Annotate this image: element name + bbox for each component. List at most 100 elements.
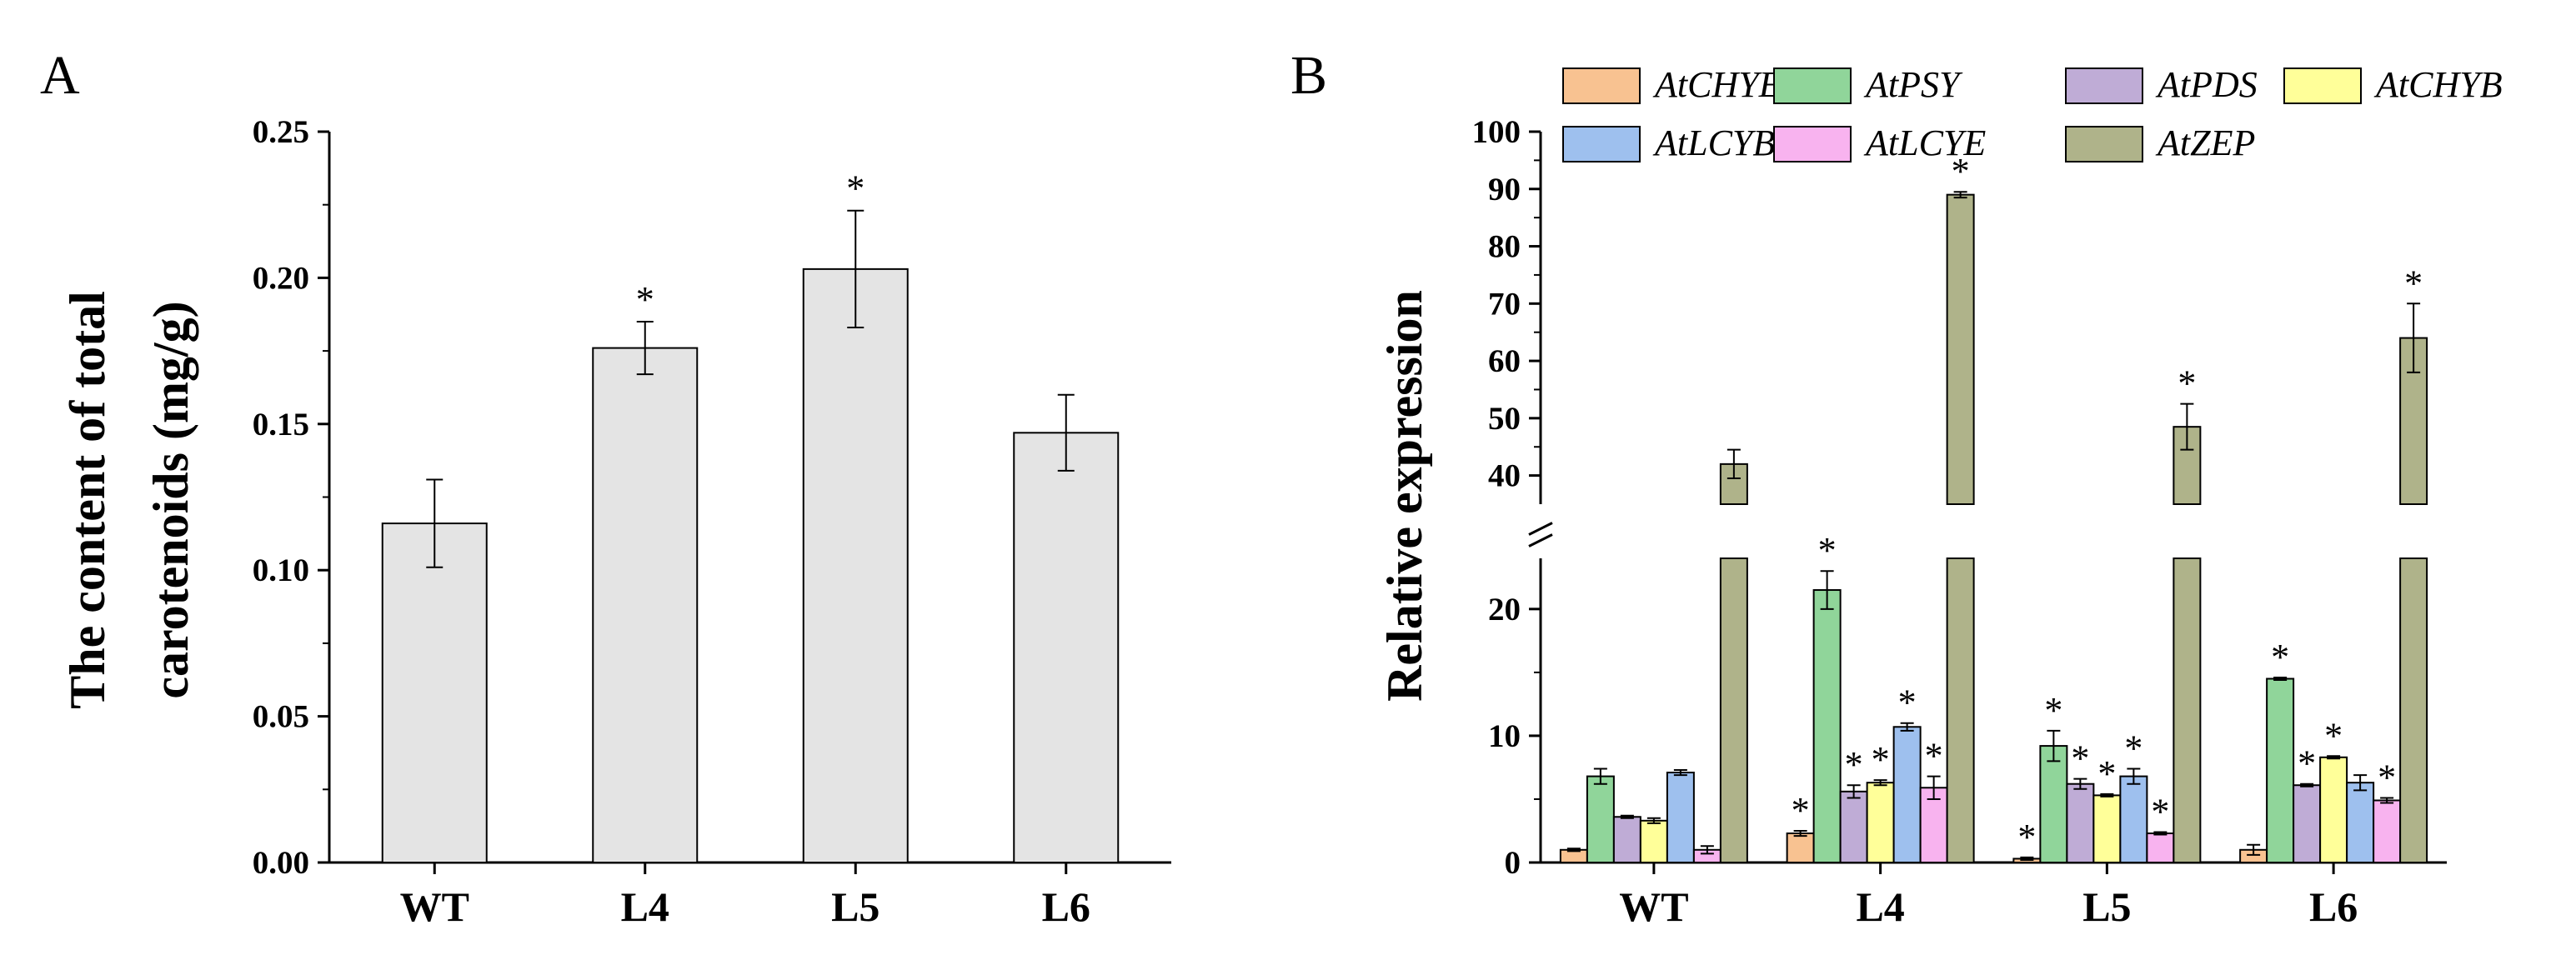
panel-a-y-tick-label: 0.20 bbox=[253, 260, 309, 296]
panel-b-bar-AtLCYB-L5 bbox=[2119, 775, 2148, 863]
panel-b-significance-mark: * bbox=[1872, 739, 1890, 780]
panel-b-y-tick-label: 70 bbox=[1488, 286, 1521, 322]
panel-b-bar-AtLCYE-L5 bbox=[2146, 832, 2175, 863]
panel-b-significance-mark: * bbox=[2017, 817, 2036, 858]
panel-b-significance-mark: * bbox=[2124, 728, 2142, 768]
panel-b-legend-label: AtLCYE bbox=[1863, 122, 1986, 163]
panel-b-bar-AtZEP-L6 bbox=[2399, 558, 2428, 863]
panel-b-bar-AtCHYB-L4 bbox=[1866, 782, 1895, 863]
panel-b-legend-swatch-AtZEP bbox=[2065, 126, 2143, 162]
panel-b-category-label: L5 bbox=[2082, 883, 2131, 930]
panel-a-y-tick-label: 0.05 bbox=[253, 699, 309, 735]
panel-b-significance-mark: * bbox=[2151, 792, 2169, 832]
panel-b-bar-AtPDS-WT bbox=[1612, 816, 1641, 863]
panel-b-bar-AtPDS-L6 bbox=[2293, 784, 2322, 864]
panel-a-y-tick-label: 0.25 bbox=[253, 114, 309, 150]
panel-b-y-tick-label: 50 bbox=[1488, 401, 1521, 437]
panel-b-legend-label: AtCHYB bbox=[2373, 64, 2503, 105]
panel-a-bar-L6 bbox=[1013, 432, 1120, 863]
panel-a-bar-L5 bbox=[802, 268, 909, 864]
panel-b-legend-label: AtPDS bbox=[2155, 64, 2258, 105]
panel-b-legend-label: AtCHYE bbox=[1652, 64, 1782, 105]
panel-b-y-tick-label: 40 bbox=[1488, 458, 1521, 494]
panel-a-y-tick-label: 0.15 bbox=[253, 407, 309, 442]
panel-b-chart: B Relative expression AtCHYE AtPSY AtPDS At… bbox=[1291, 45, 2503, 930]
panel-b-significance-mark: * bbox=[1845, 744, 1863, 785]
panel-b-significance-mark: * bbox=[1952, 151, 1970, 192]
panel-b-bar-break-gap bbox=[1718, 506, 1749, 557]
panel-b-significance-mark: * bbox=[2298, 743, 2316, 784]
panel-b-significance-mark: * bbox=[1925, 736, 1943, 777]
panel-b-bar-AtZEP-L4 bbox=[1946, 558, 1975, 863]
panel-b-legend-swatch-AtLCYE bbox=[1773, 126, 1852, 162]
panel-a-significance-mark: * bbox=[846, 168, 865, 209]
panel-b-bar-AtZEP-L5 bbox=[2173, 558, 2202, 863]
panel-b-y-tick-label: 90 bbox=[1488, 172, 1521, 208]
panel-b-significance-mark: * bbox=[2178, 363, 2196, 404]
panel-b-legend-swatch-AtPDS bbox=[2065, 68, 2143, 104]
panel-b-significance-mark: * bbox=[1898, 682, 1917, 723]
panel-a-chart: A The content of total carotenoids (mg/g… bbox=[40, 45, 1171, 930]
panel-b-bar-break-gap bbox=[2398, 506, 2429, 557]
panel-a-bar-WT bbox=[381, 522, 488, 864]
panel-b-significance-mark: * bbox=[2271, 637, 2289, 678]
panel-b-significance-mark: * bbox=[1818, 530, 1837, 571]
panel-b-bar-AtZEP-L4-upper bbox=[1946, 193, 1975, 505]
panel-b-category-label: WT bbox=[1619, 883, 1688, 930]
panel-a-significance-mark: * bbox=[636, 279, 654, 320]
panel-a-y-tick-label: 0.00 bbox=[253, 845, 309, 881]
panel-a-category-label: L6 bbox=[1042, 883, 1090, 930]
panel-b-bar-AtCHYB-L5 bbox=[2092, 794, 2122, 863]
panel-a-ylabel-line1: The content of total bbox=[60, 291, 115, 709]
panel-b-bar-AtPSY-L4 bbox=[1812, 589, 1842, 863]
panel-b-label: B bbox=[1291, 45, 1327, 106]
panel-b-bar-break-gap bbox=[1945, 506, 1976, 557]
panel-b-significance-mark: * bbox=[2404, 262, 2423, 303]
panel-b-bar-AtPSY-WT bbox=[1586, 775, 1615, 863]
panel-a-ylabel-line2: carotenoids (mg/g) bbox=[143, 301, 198, 698]
panel-b-ylabel: Relative expression bbox=[1377, 290, 1432, 702]
panel-b-y-tick-label: 10 bbox=[1488, 718, 1521, 754]
panel-b-y-tick-label: 20 bbox=[1488, 592, 1521, 628]
panel-b-bar-AtZEP-WT bbox=[1719, 558, 1748, 863]
panel-a-label: A bbox=[40, 45, 80, 106]
panel-a-category-label: L4 bbox=[621, 883, 669, 930]
panel-b-category-label: L6 bbox=[2309, 883, 2358, 930]
panel-b-legend-swatch-AtCHYB bbox=[2283, 68, 2362, 104]
panel-b-bar-AtPDS-L5 bbox=[2066, 782, 2095, 863]
panel-b-significance-mark: * bbox=[2324, 715, 2343, 756]
panel-b-bar-AtLCYE-L4 bbox=[1919, 787, 1948, 863]
panel-a-category-label: L5 bbox=[831, 883, 880, 930]
panel-b-legend-swatch-AtCHYE bbox=[1562, 68, 1641, 104]
panel-b-significance-mark: * bbox=[2378, 757, 2396, 798]
panel-b-axis-break-mark bbox=[1528, 533, 1553, 548]
panel-b-bar-AtCHYB-L6 bbox=[2319, 756, 2348, 863]
panel-b-bar-AtLCYB-WT bbox=[1666, 772, 1695, 863]
panel-b-bar-AtCHYE-L4 bbox=[1786, 832, 1815, 863]
panel-a-y-tick-label: 0.10 bbox=[253, 552, 309, 588]
panel-b-legend-swatch-AtPSY bbox=[1773, 68, 1852, 104]
panel-b-legend-label: AtPSY bbox=[1863, 64, 1963, 105]
panel-b-significance-mark: * bbox=[2044, 690, 2062, 731]
panel-b-bar-AtCHYB-WT bbox=[1639, 819, 1668, 863]
panel-b-legend-swatch-AtLCYB bbox=[1562, 126, 1641, 162]
panel-b-bar-AtPSY-L5 bbox=[2039, 745, 2068, 863]
panel-b-bar-AtLCYB-L4 bbox=[1892, 726, 1922, 863]
panel-b-y-tick-label: 80 bbox=[1488, 229, 1521, 265]
panel-b-significance-mark: * bbox=[2071, 738, 2089, 779]
panel-b-legend-label: AtZEP bbox=[2155, 122, 2255, 163]
panel-b-significance-mark: * bbox=[1792, 790, 1810, 831]
panel-b-y-tick-label: 100 bbox=[1472, 114, 1521, 150]
panel-b-bar-AtPDS-L4 bbox=[1839, 790, 1868, 863]
panel-b-bar-break-gap bbox=[2172, 506, 2203, 557]
panel-b-bar-AtPSY-L6 bbox=[2266, 678, 2295, 864]
panel-b-category-label: L4 bbox=[1856, 883, 1904, 930]
panel-b-bar-AtLCYB-L6 bbox=[2346, 782, 2375, 863]
panel-b-legend-label: AtLCYB bbox=[1652, 122, 1775, 163]
panel-b-significance-mark: * bbox=[2097, 753, 2116, 794]
panel-b-legend: AtCHYE AtPSY AtPDS AtCHYB AtLCYB AtLCYE AtZEP bbox=[1562, 64, 2503, 163]
panel-b-y-tick-label: 60 bbox=[1488, 343, 1521, 379]
panel-a-bar-L4 bbox=[592, 347, 699, 864]
panel-b-bar-AtLCYE-L6 bbox=[2373, 799, 2402, 864]
